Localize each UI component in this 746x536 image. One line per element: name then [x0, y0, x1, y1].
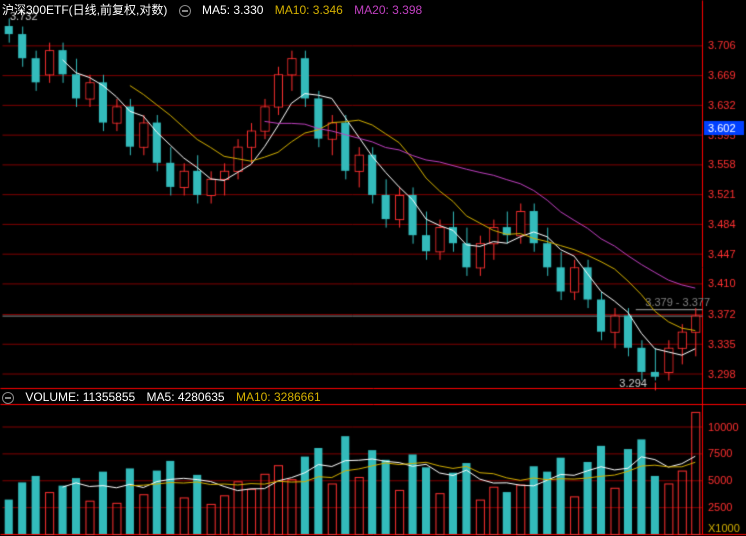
volume-toggle-icon[interactable] [2, 392, 14, 404]
chart-canvas[interactable] [0, 0, 746, 536]
volume-ma5-label: MA5: 4280635 [147, 390, 225, 404]
volume-ma10-label: MA10: 3286661 [236, 390, 321, 404]
ma5-label: MA5: 3.330 [202, 3, 263, 17]
price-header: 沪深300ETF(日线,前复权,对数) MA5: 3.330 MA10: 3.3… [2, 1, 430, 18]
volume-header: VOLUME: 11355855 MA5: 4280635 MA10: 3286… [2, 390, 329, 404]
chart-title: 沪深300ETF(日线,前复权,对数) [2, 3, 167, 17]
indicator-toggle-icon[interactable] [179, 5, 191, 17]
stock-chart-container: { "canvas": { "width": 746, "height": 53… [0, 0, 746, 536]
ma20-label: MA20: 3.398 [354, 3, 422, 17]
ma10-label: MA10: 3.346 [275, 3, 343, 17]
volume-value-label: VOLUME: 11355855 [25, 390, 135, 404]
